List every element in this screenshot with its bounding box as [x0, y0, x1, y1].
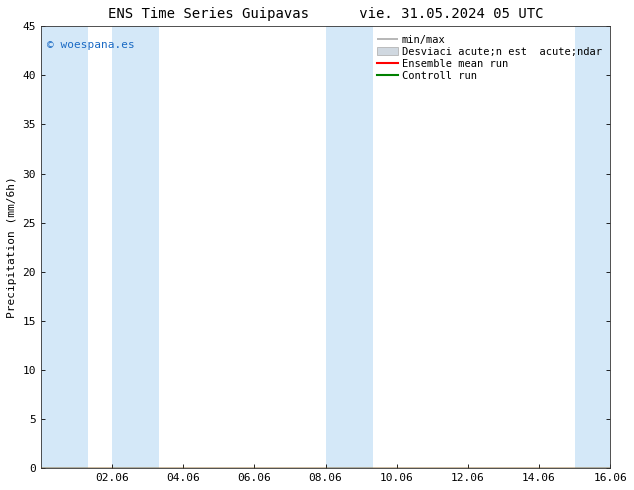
Y-axis label: Precipitation (mm/6h): Precipitation (mm/6h)	[7, 176, 17, 318]
Bar	[325, 26, 373, 468]
Legend: min/max, Desviaci acute;n est  acute;ndar, Ensemble mean run, Controll run: min/max, Desviaci acute;n est acute;ndar…	[373, 31, 605, 84]
Bar	[574, 26, 610, 468]
Text: © woespana.es: © woespana.es	[46, 40, 134, 49]
Title: ENS Time Series Guipavas      vie. 31.05.2024 05 UTC: ENS Time Series Guipavas vie. 31.05.2024…	[108, 7, 543, 21]
Bar	[112, 26, 159, 468]
Bar	[41, 26, 88, 468]
